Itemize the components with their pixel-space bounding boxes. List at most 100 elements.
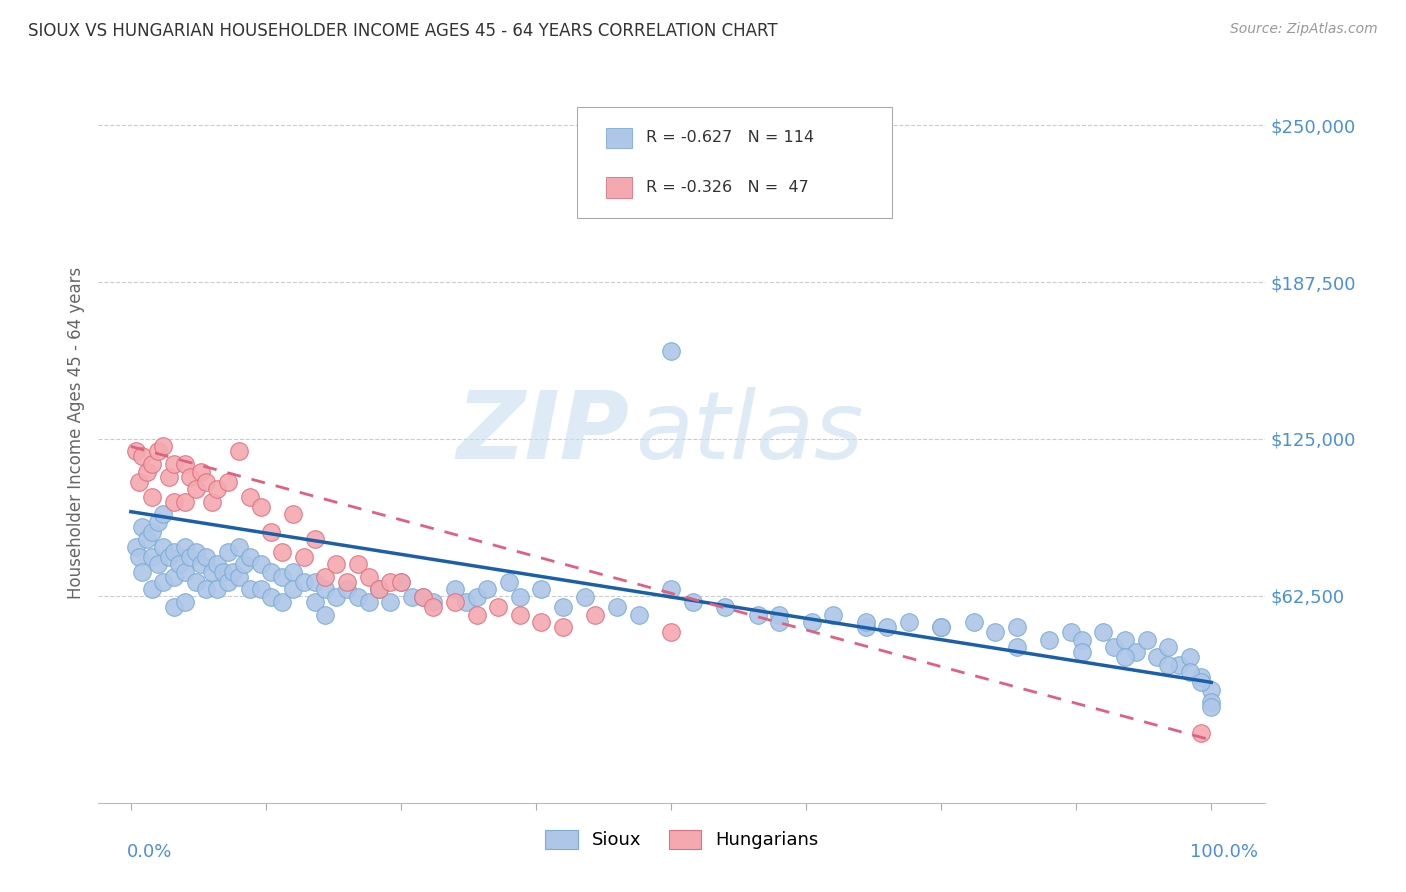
Point (131, 450, 153, 464)
Point (1189, 725, 1212, 739)
Point (163, 457, 186, 471)
Point (211, 565, 233, 579)
Point (169, 558, 191, 572)
Point (281, 507, 304, 521)
Point (800, 615, 823, 629)
Text: atlas: atlas (636, 387, 863, 478)
Point (574, 590, 596, 604)
Point (201, 565, 224, 579)
FancyBboxPatch shape (576, 107, 891, 218)
Point (325, 558, 347, 572)
Point (281, 582, 304, 597)
Point (228, 570, 250, 584)
Point (714, 600, 737, 615)
Point (173, 494, 195, 508)
Point (304, 574, 326, 589)
Point (292, 574, 315, 589)
Point (163, 600, 186, 615)
Point (1168, 657, 1191, 672)
Point (136, 533, 159, 547)
Text: SIOUX VS HUNGARIAN HOUSEHOLDER INCOME AGES 45 - 64 YEARS CORRELATION CHART: SIOUX VS HUNGARIAN HOUSEHOLDER INCOME AG… (28, 22, 778, 40)
Point (163, 545, 186, 559)
Point (768, 607, 790, 622)
Point (1157, 657, 1180, 672)
Point (477, 582, 499, 597)
Point (146, 444, 169, 458)
Point (249, 582, 271, 597)
Point (357, 595, 380, 609)
Point (179, 549, 201, 564)
Point (659, 344, 682, 359)
Point (173, 457, 195, 471)
Point (444, 582, 467, 597)
Point (378, 574, 402, 589)
Point (271, 545, 294, 559)
Text: R = -0.627   N = 114: R = -0.627 N = 114 (645, 130, 814, 145)
Point (207, 482, 229, 496)
Point (207, 558, 229, 572)
Point (1157, 640, 1180, 655)
Point (281, 565, 304, 579)
Point (190, 558, 212, 572)
Point (184, 482, 207, 496)
Y-axis label: Householder Income Ages 45 - 64 years: Householder Income Ages 45 - 64 years (66, 267, 84, 599)
Point (368, 582, 391, 597)
Point (260, 590, 283, 604)
Point (157, 469, 180, 483)
Point (551, 620, 574, 634)
Point (271, 570, 294, 584)
Point (195, 582, 218, 597)
Point (152, 540, 174, 554)
Point (401, 590, 423, 604)
Bar (606, 178, 631, 198)
Point (454, 595, 477, 609)
Point (131, 565, 153, 579)
Point (1005, 620, 1028, 634)
Point (1178, 650, 1201, 665)
Point (314, 582, 336, 597)
Point (357, 570, 380, 584)
Point (1038, 632, 1060, 647)
Point (1070, 645, 1092, 659)
Point (378, 595, 402, 609)
Point (336, 582, 359, 597)
Point (173, 540, 195, 554)
Point (389, 574, 412, 589)
Point (314, 570, 336, 584)
Point (173, 565, 195, 579)
Point (1070, 632, 1092, 647)
Text: 100.0%: 100.0% (1191, 843, 1258, 861)
Point (195, 549, 218, 564)
Point (207, 582, 229, 597)
Point (1005, 640, 1028, 655)
Point (141, 457, 163, 471)
Point (152, 507, 174, 521)
Point (239, 490, 262, 504)
Point (412, 590, 434, 604)
Point (1114, 632, 1136, 647)
Point (486, 600, 509, 615)
Point (444, 595, 467, 609)
Point (1178, 665, 1201, 680)
Bar (606, 128, 631, 148)
Point (498, 574, 520, 589)
Point (125, 540, 148, 554)
Point (509, 607, 531, 622)
Point (389, 574, 412, 589)
Point (125, 444, 148, 458)
Point (152, 574, 174, 589)
Point (1201, 700, 1223, 714)
Point (271, 595, 294, 609)
Point (173, 595, 195, 609)
Point (336, 574, 359, 589)
Point (929, 620, 952, 634)
Point (304, 595, 326, 609)
Point (823, 607, 845, 622)
Text: ZIP: ZIP (457, 386, 630, 479)
Point (184, 574, 207, 589)
Point (222, 565, 245, 579)
Point (292, 549, 315, 564)
Point (1201, 682, 1223, 697)
Point (962, 615, 984, 629)
Point (131, 520, 153, 534)
